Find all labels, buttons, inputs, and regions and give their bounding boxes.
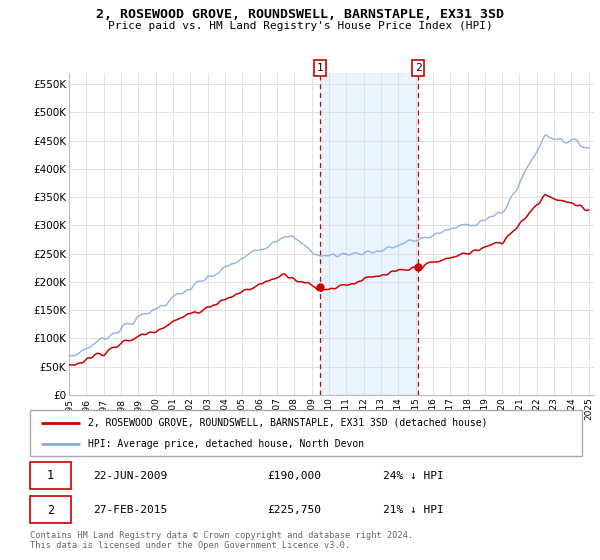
Text: 2, ROSEWOOD GROVE, ROUNDSWELL, BARNSTAPLE, EX31 3SD (detached house): 2, ROSEWOOD GROVE, ROUNDSWELL, BARNSTAPL… xyxy=(88,418,487,428)
Text: 24% ↓ HPI: 24% ↓ HPI xyxy=(383,471,444,480)
Text: £225,750: £225,750 xyxy=(268,506,322,515)
Text: HPI: Average price, detached house, North Devon: HPI: Average price, detached house, Nort… xyxy=(88,439,364,449)
Text: Price paid vs. HM Land Registry's House Price Index (HPI): Price paid vs. HM Land Registry's House … xyxy=(107,21,493,31)
Text: 2: 2 xyxy=(47,504,54,517)
FancyBboxPatch shape xyxy=(30,461,71,488)
FancyBboxPatch shape xyxy=(30,496,71,524)
Text: 1: 1 xyxy=(47,469,54,482)
Text: 2: 2 xyxy=(415,63,422,73)
Text: 2, ROSEWOOD GROVE, ROUNDSWELL, BARNSTAPLE, EX31 3SD: 2, ROSEWOOD GROVE, ROUNDSWELL, BARNSTAPL… xyxy=(96,8,504,21)
Text: £190,000: £190,000 xyxy=(268,471,322,480)
Point xyxy=(413,263,423,272)
Text: 27-FEB-2015: 27-FEB-2015 xyxy=(94,506,168,515)
Point xyxy=(315,283,325,292)
Bar xyxy=(320,73,418,395)
Text: Contains HM Land Registry data © Crown copyright and database right 2024.
This d: Contains HM Land Registry data © Crown c… xyxy=(30,531,413,550)
Text: 22-JUN-2009: 22-JUN-2009 xyxy=(94,471,168,480)
Text: 1: 1 xyxy=(316,63,323,73)
Text: 21% ↓ HPI: 21% ↓ HPI xyxy=(383,506,444,515)
